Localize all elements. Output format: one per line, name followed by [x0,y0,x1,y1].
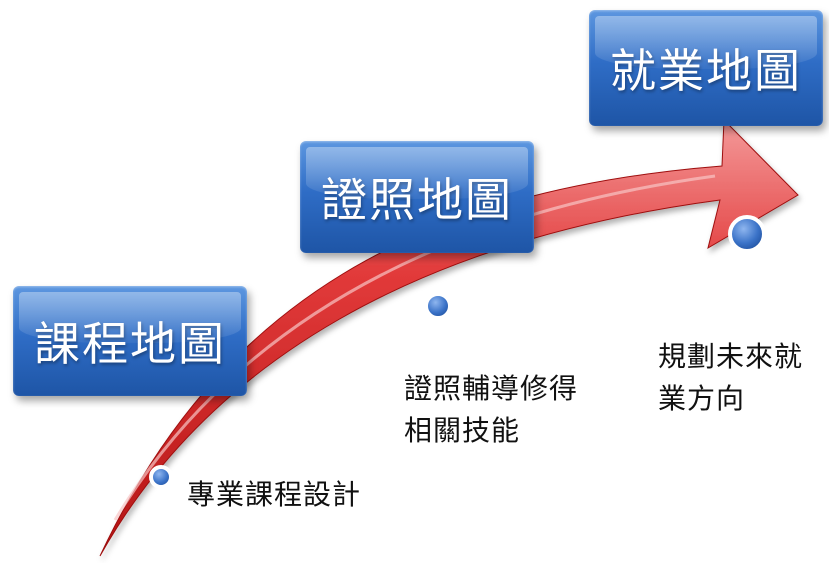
stage-title: 課程地圖 [34,317,226,371]
arrow-highlight [113,174,716,521]
stage-description-certificate: 證照輔導修得相關技能 [404,372,579,447]
marker-dot-cert [424,292,452,320]
marker-dot-job [728,215,766,253]
stage-title: 證照地圖 [321,173,513,227]
stage-description-employment: 規劃未來就業方向 [658,340,804,415]
stage-box-employment-map: 就業地圖 [589,10,823,126]
stage-box-course-map: 課程地圖 [13,286,247,396]
marker-dot-course [149,465,173,489]
stage-box-certificate-map: 證照地圖 [300,141,534,253]
stage-description-course: 專業課程設計 [187,478,362,511]
stage-title: 就業地圖 [610,44,802,98]
red-arrow-shape [99,118,799,557]
